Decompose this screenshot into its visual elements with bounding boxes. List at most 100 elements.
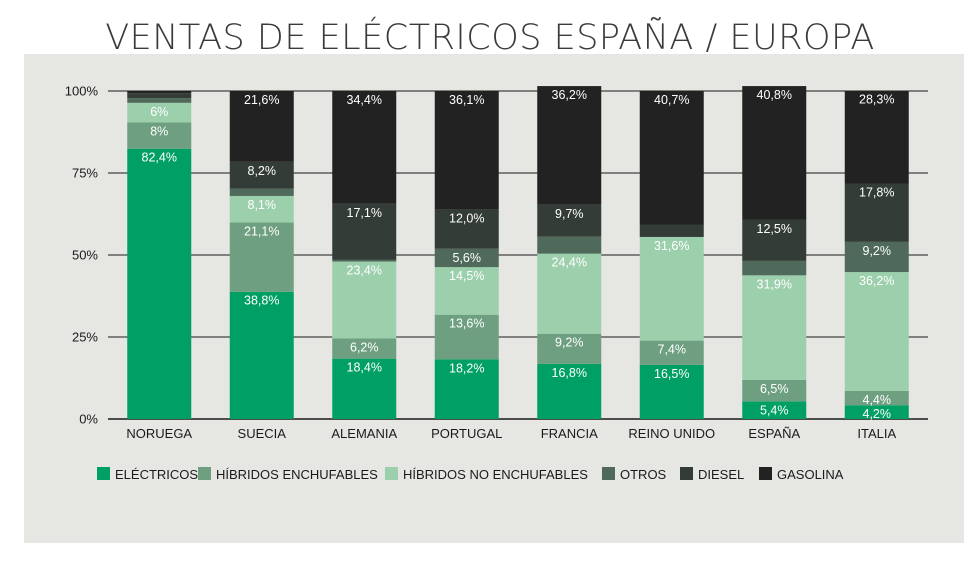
data-label: 40,7% — [654, 93, 689, 107]
legend-swatch — [198, 467, 211, 480]
chart-title: VENTAS DE ELÉCTRICOS ESPAÑA / EUROPA — [105, 18, 875, 58]
legend-label: DIESEL — [698, 467, 744, 482]
bar-segment — [742, 379, 807, 402]
data-label: 8,2% — [248, 164, 277, 178]
data-label: 16,8% — [552, 366, 587, 380]
data-label: 17,1% — [347, 206, 382, 220]
bar-segment — [742, 401, 807, 419]
x-tick-label: SUECIA — [238, 426, 287, 441]
bar-segment — [332, 261, 397, 339]
data-label: 6% — [150, 105, 168, 119]
data-label: 13,6% — [449, 317, 484, 331]
bar-segment — [537, 363, 602, 419]
bar-segment — [742, 275, 807, 380]
data-label: 6,2% — [350, 340, 379, 354]
data-label: 4,2% — [863, 407, 892, 421]
bar-segment — [844, 272, 909, 391]
legend-swatch — [97, 467, 110, 480]
bar-segment — [332, 338, 397, 359]
y-tick-label: 50% — [72, 248, 98, 263]
data-label: 18,4% — [347, 361, 382, 375]
bar-segment — [127, 98, 192, 103]
bar-segment — [537, 204, 602, 237]
bar-segment — [639, 364, 704, 419]
data-label: 9,2% — [555, 336, 584, 350]
data-label: 36,2% — [859, 274, 894, 288]
bar-segment — [537, 236, 602, 254]
legend-label: HÍBRIDOS NO ENCHUFABLES — [403, 467, 588, 482]
y-tick-label: 100% — [65, 84, 99, 99]
bar-segment — [229, 91, 294, 162]
bar-segment — [127, 148, 192, 419]
data-label: 38,8% — [244, 294, 279, 308]
x-tick-label: ESPAÑA — [748, 426, 800, 441]
data-label: 18,2% — [449, 361, 484, 375]
data-label: 6,5% — [760, 382, 789, 396]
x-tick-label: ALEMANIA — [331, 426, 397, 441]
legend-swatch — [385, 467, 398, 480]
bar-segment — [434, 267, 499, 315]
data-label: 82,4% — [142, 151, 177, 165]
data-label: 31,6% — [654, 239, 689, 253]
y-tick-label: 25% — [72, 330, 98, 345]
bar-segment — [742, 86, 807, 220]
bar-segment — [127, 91, 192, 94]
bar-segment — [639, 236, 704, 341]
bar-segment — [742, 219, 807, 261]
data-label: 14,5% — [449, 269, 484, 283]
bar-segment — [434, 359, 499, 419]
data-label: 5,6% — [453, 251, 482, 265]
bar-segment — [537, 333, 602, 364]
bar-segment — [229, 195, 294, 223]
data-label: 16,5% — [654, 367, 689, 381]
data-label: 21,6% — [244, 93, 279, 107]
bar-segment — [332, 203, 397, 260]
x-tick-label: REINO UNIDO — [628, 426, 715, 441]
x-tick-label: ITALIA — [857, 426, 896, 441]
data-label: 17,8% — [859, 185, 894, 199]
bar-segment — [127, 102, 192, 123]
legend-swatch — [680, 467, 693, 480]
bar-segment — [434, 248, 499, 268]
bar-segment — [639, 224, 704, 237]
bar-segment — [434, 91, 499, 210]
data-label: 36,2% — [552, 88, 587, 102]
bar-segment — [537, 86, 602, 205]
data-label: 23,4% — [347, 264, 382, 278]
data-label: 4,4% — [863, 393, 892, 407]
bar-segment — [639, 91, 704, 225]
bar-segment — [332, 259, 397, 262]
bar-segment — [229, 188, 294, 196]
bar-segment — [844, 405, 909, 419]
data-label: 9,7% — [555, 207, 584, 221]
bar-segment — [844, 183, 909, 242]
bar-segment — [127, 122, 192, 149]
data-label: 8% — [150, 124, 168, 138]
data-label: 12,5% — [757, 222, 792, 236]
bar-segment — [844, 90, 909, 184]
bar-segment — [332, 358, 397, 419]
bar-segment — [127, 93, 192, 99]
legend-label: ELÉCTRICOS — [115, 467, 198, 482]
data-label: 36,1% — [449, 93, 484, 107]
legend-swatch — [602, 467, 615, 480]
legend-label: GASOLINA — [777, 467, 844, 482]
data-label: 12,0% — [449, 211, 484, 225]
bar-segment — [844, 241, 909, 273]
bar-segment — [229, 161, 294, 189]
legend-label: HÍBRIDOS ENCHUFABLES — [216, 467, 378, 482]
data-label: 28,3% — [859, 93, 894, 107]
x-tick-label: PORTUGAL — [431, 426, 502, 441]
bar-segment — [229, 291, 294, 419]
data-label: 34,4% — [347, 93, 382, 107]
data-label: 21,1% — [244, 225, 279, 239]
legend-swatch — [759, 467, 772, 480]
y-tick-label: 0% — [79, 412, 98, 427]
bar-segment — [844, 390, 909, 406]
data-label: 8,1% — [248, 198, 277, 212]
bar-segment — [434, 209, 499, 249]
data-label: 9,2% — [863, 244, 892, 258]
x-tick-label: NORUEGA — [126, 426, 192, 441]
data-label: 24,4% — [552, 256, 587, 270]
